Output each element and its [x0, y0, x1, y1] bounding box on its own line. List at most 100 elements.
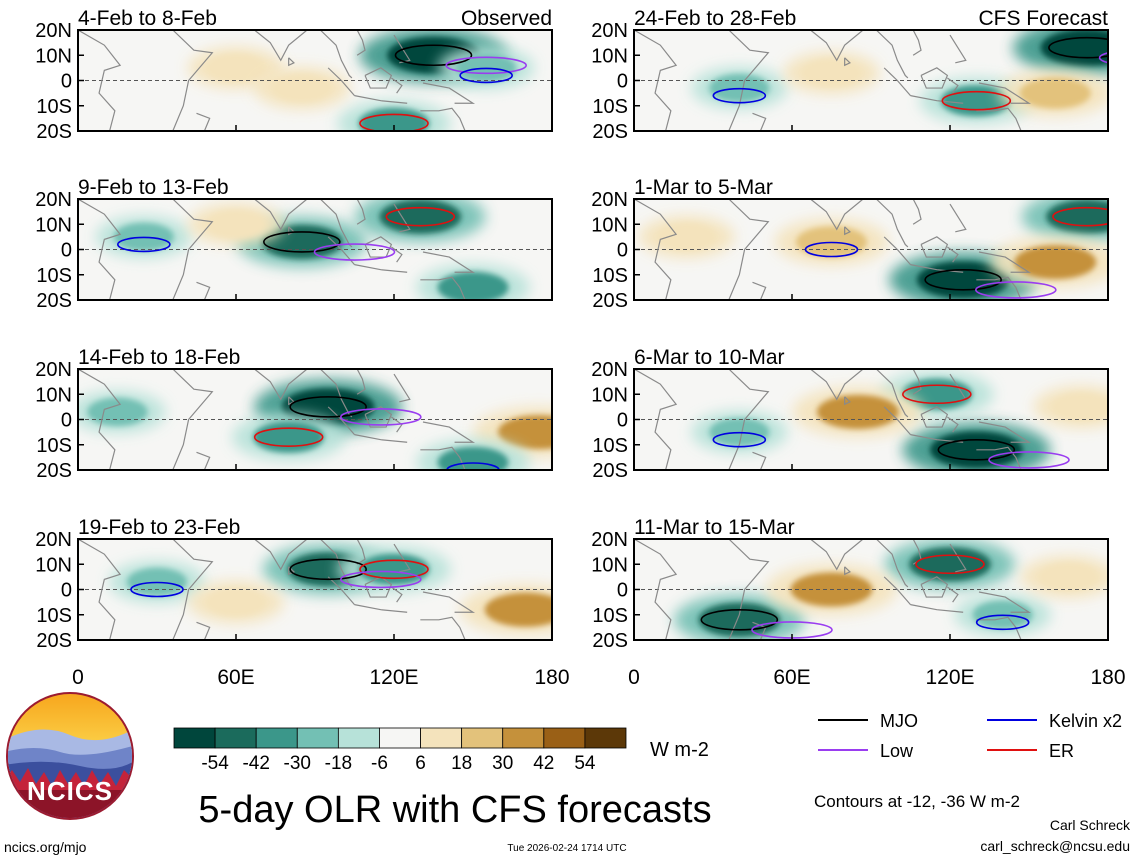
lat-tick-label: 10N: [35, 45, 72, 67]
credits-email[interactable]: carl_schreck@ncsu.edu: [980, 838, 1130, 854]
anomaly-core: [437, 271, 509, 300]
anomaly-core: [1014, 245, 1097, 280]
coastline: [356, 30, 366, 56]
coastline: [810, 369, 864, 401]
anomaly-core: [379, 199, 462, 234]
lon-tick-label: 60E: [773, 666, 810, 689]
logo-text: NCICS: [27, 776, 113, 806]
wave-contour: [253, 427, 324, 447]
lat-tick-label: 10S: [36, 265, 72, 287]
anomaly-core: [205, 53, 267, 83]
coastline: [327, 67, 355, 97]
lat-tick-label: 10N: [591, 554, 628, 576]
colorbar-swatch: [173, 727, 216, 749]
credits-author: Carl Schreck: [1050, 817, 1131, 833]
lat-tick-label: 0: [617, 240, 628, 262]
colorbar-label: -30: [284, 753, 311, 774]
credits-url[interactable]: ncics.org/mjo: [4, 839, 87, 855]
anomaly-core: [1046, 199, 1108, 234]
coastline: [420, 616, 466, 640]
wave-contour: [1048, 36, 1108, 59]
wave-contour: [340, 408, 422, 426]
panel-8: 11-Mar to 15-Mar 20N 10N 0 10S 20S: [591, 516, 1109, 652]
wave-contour: [459, 67, 513, 84]
coastline: [976, 276, 1022, 300]
panel-1: 4-Feb to 8-Feb Observed 20N 10N 0 10S 20S: [35, 7, 553, 143]
lat-tick-label: 0: [61, 71, 72, 93]
coastline: [949, 203, 967, 233]
coastline: [752, 112, 767, 131]
coastline: [976, 107, 1022, 131]
colorbar-label: -54: [201, 753, 229, 774]
longitude-axis-labels: 0 60E 120E 180 0 60E 120E 180: [72, 666, 1125, 689]
lat-tick-label: 0: [61, 240, 72, 262]
lat-tick-label: 10N: [591, 384, 628, 406]
lat-tick-label: 20S: [36, 290, 72, 312]
wave-contour: [937, 438, 1016, 461]
coastline: [422, 82, 476, 104]
coastline: [947, 416, 959, 433]
coastline: [947, 586, 959, 603]
coastline: [78, 199, 122, 300]
coastline: [875, 369, 909, 418]
wave-contour: [445, 56, 527, 75]
coastline: [920, 236, 949, 258]
panel-period: 24-Feb to 28-Feb: [634, 7, 796, 30]
lat-tick-label: 20N: [35, 20, 72, 42]
lat-tick-label: 10N: [35, 384, 72, 406]
coastline: [976, 446, 1022, 470]
lat-tick-label: 20S: [36, 121, 72, 143]
lat-tick-label: 0: [61, 580, 72, 602]
lat-tick-label: 20N: [591, 189, 628, 211]
coastline: [752, 451, 767, 470]
legend: MJO Kelvin x2 Low ER: [818, 711, 1122, 761]
coastline: [422, 421, 476, 443]
wave-contour: [988, 451, 1070, 469]
coastline: [910, 604, 964, 613]
panel-period: 9-Feb to 13-Feb: [78, 176, 229, 199]
coastline: [327, 406, 355, 436]
lat-tick-label: 10S: [36, 435, 72, 457]
coastline: [752, 281, 767, 300]
colorbar-swatch: [502, 727, 545, 749]
ncics-logo: NCICS: [6, 692, 134, 820]
wave-contour: [289, 396, 367, 418]
colorbar-label: -6: [371, 753, 388, 774]
coastline: [254, 199, 308, 231]
coastline: [634, 369, 678, 470]
wave-contour: [712, 87, 767, 104]
wave-contour: [902, 384, 972, 405]
panels-layer: 4-Feb to 8-Feb Observed20N10N010S20S9-Feb…: [35, 7, 1109, 652]
panel-7: 6-Mar to 10-Mar 20N 10N 0 10S 20S: [591, 346, 1109, 482]
coastline: [883, 236, 911, 266]
anomaly-core: [358, 107, 430, 131]
lat-tick-label: 20N: [591, 359, 628, 381]
panel-3: 14-Feb to 18-Feb 20N 10N 0 10S 20S: [35, 346, 553, 482]
coastline: [354, 95, 408, 104]
anomaly-core: [1019, 77, 1091, 109]
panel-period: 11-Mar to 15-Mar: [634, 516, 795, 539]
coastline: [391, 77, 403, 94]
coastline: [393, 373, 411, 403]
lat-tick-label: 20S: [592, 630, 628, 652]
coastline: [883, 576, 911, 606]
coastline: [354, 264, 408, 273]
coastline: [393, 543, 411, 573]
coastline: [947, 77, 959, 94]
coastline: [810, 30, 864, 62]
coastline: [319, 30, 353, 79]
coastline: [910, 264, 964, 273]
coastline: [728, 539, 770, 640]
coastline: [422, 591, 476, 613]
coastline: [254, 30, 308, 62]
coastline: [947, 246, 959, 263]
coastline: [912, 30, 922, 56]
anomaly-core: [656, 222, 717, 252]
lat-tick-label: 20N: [35, 359, 72, 381]
colorbar-swatch: [337, 727, 380, 749]
colorbar: -54 -42 -30 -18 -6 6 18 30 42 54: [173, 727, 627, 774]
colorbar-swatch: [379, 727, 421, 749]
colorbar-swatch: [296, 727, 339, 749]
coastline: [78, 539, 122, 640]
